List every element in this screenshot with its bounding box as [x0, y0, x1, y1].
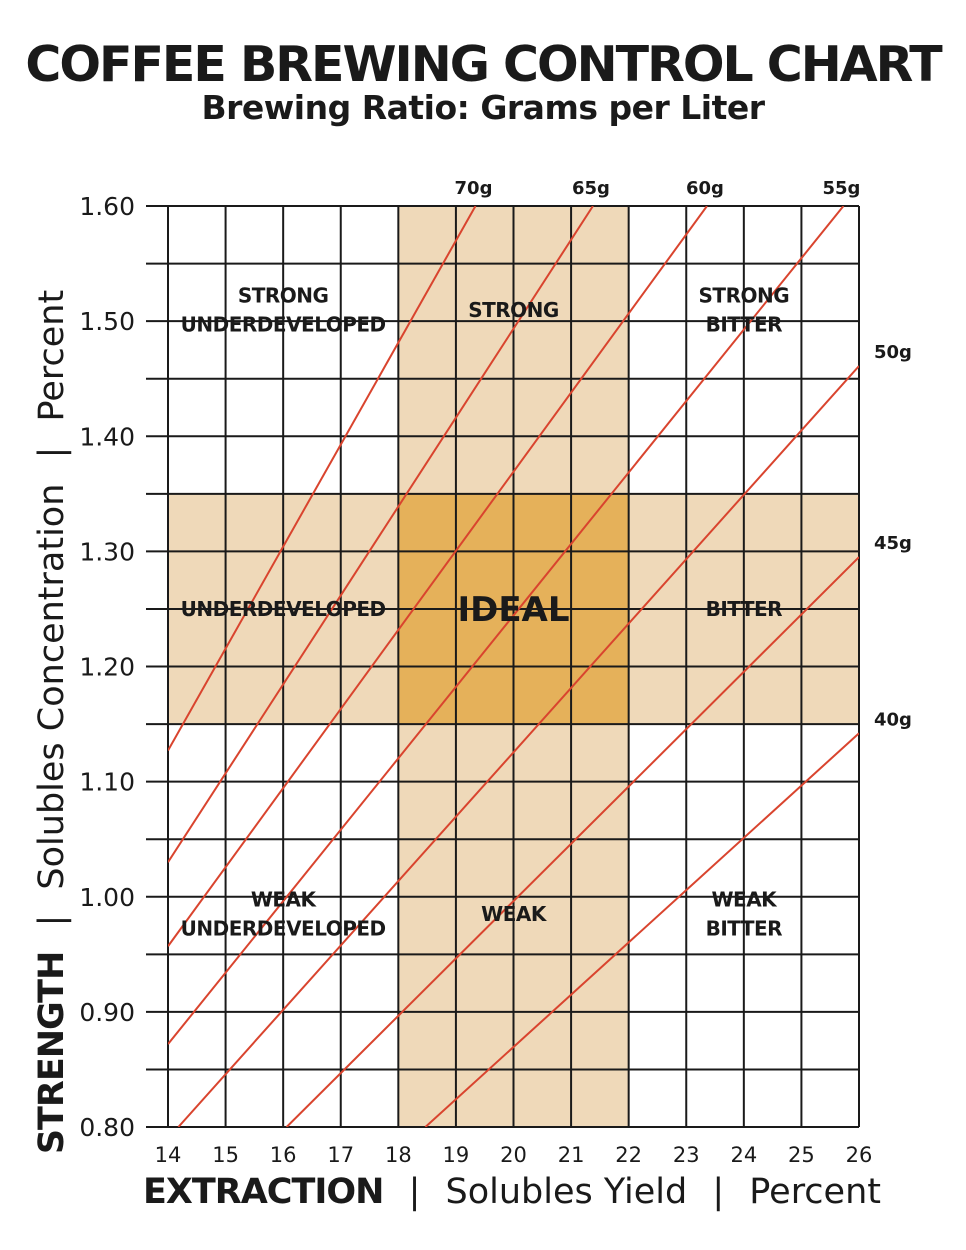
x-tick-label: 21: [558, 1143, 585, 1167]
x-tick-label: 20: [500, 1143, 527, 1167]
x-axis-label-sep-1: |: [409, 1172, 421, 1212]
y-tick-label: 1.00: [79, 883, 135, 912]
grid-layer: [146, 205, 860, 1128]
y-tick-label: 0.90: [79, 998, 135, 1027]
y-tick-label: 1.40: [79, 422, 135, 451]
region-label-strong: STRONG: [468, 298, 559, 322]
x-axis-label-part1: Solubles Yield: [446, 1172, 688, 1212]
ratio-label-50g: 50g: [874, 342, 912, 363]
chart-subtitle: Brewing Ratio: Grams per Liter: [201, 88, 765, 127]
x-tick-label: 24: [730, 1143, 757, 1167]
region-label-ideal: IDEAL: [457, 590, 569, 630]
x-ticks-layer: 14 15 16 17 18 19 20 21 22 23 24 25 26: [155, 1143, 873, 1167]
ratio-line-60g: [168, 206, 708, 947]
x-tick-label: 23: [673, 1143, 700, 1167]
ratio-label-60g: 60g: [686, 178, 724, 199]
ratio-label-70g: 70g: [455, 178, 493, 199]
region-label-strong-underdeveloped: STRONG: [238, 283, 329, 307]
region-label-weak-underdeveloped: UNDERDEVELOPED: [181, 917, 386, 941]
x-axis-label-part2: Percent: [749, 1172, 881, 1212]
y-tick-label: 1.50: [79, 307, 135, 336]
y-tick-label: 1.30: [79, 537, 135, 566]
x-axis-label-sep-2: |: [712, 1172, 724, 1212]
x-tick-label: 22: [615, 1143, 642, 1167]
region-label-weak-bitter: WEAK: [711, 888, 778, 912]
y-axis-label-part2: Percent: [32, 290, 72, 422]
x-axis-label: EXTRACTION | Solubles Yield | Percent: [143, 1172, 881, 1212]
ratio-label-55g: 55g: [822, 178, 860, 199]
x-tick-label: 18: [385, 1143, 412, 1167]
x-tick-label: 14: [155, 1143, 182, 1167]
y-axis-label-part1: Solubles Concentration: [32, 484, 72, 890]
region-label-weak: WEAK: [481, 902, 548, 926]
y-axis-label-bold: STRENGTH: [32, 952, 72, 1155]
y-axis-label-sep-2: |: [32, 447, 72, 459]
region-label-bitter: BITTER: [706, 597, 783, 621]
x-tick-label: 15: [212, 1143, 239, 1167]
y-axis-label: STRENGTH | Solubles Concentration | Perc…: [32, 290, 72, 1154]
ratio-line-70g: [168, 206, 477, 752]
y-tick-label: 1.60: [79, 192, 135, 221]
ratio-label-65g: 65g: [572, 178, 610, 199]
region-label-strong-bitter: STRONG: [699, 283, 790, 307]
region-labels-layer: STRONG UNDERDEVELOPED STRONG STRONG BITTER UN…: [181, 283, 790, 941]
region-label-strong-bitter: BITTER: [706, 312, 783, 336]
y-tick-label: 1.10: [79, 768, 135, 797]
ratio-line-45g: [285, 556, 859, 1127]
chart-title: COFFEE BREWING CONTROL CHART: [25, 36, 942, 93]
x-axis-label-bold: EXTRACTION: [143, 1172, 383, 1212]
ratio-label-45g: 45g: [874, 533, 912, 554]
region-label-underdeveloped: UNDERDEVELOPED: [181, 597, 386, 621]
y-axis-label-sep-1: |: [32, 915, 72, 927]
region-label-strong-underdeveloped: UNDERDEVELOPED: [181, 312, 386, 336]
ratio-labels-layer: 70g 65g 60g 55g 50g 45g 40g: [455, 178, 912, 730]
y-tick-label: 1.20: [79, 653, 135, 682]
x-tick-label: 16: [270, 1143, 297, 1167]
ratio-line-55g: [168, 206, 845, 1045]
ratio-label-40g: 40g: [874, 709, 912, 730]
y-ticks-layer: 0.80 0.90 1.00 1.10 1.20 1.30 1.40 1.50 1.60: [79, 192, 135, 1142]
region-label-weak-underdeveloped: WEAK: [251, 888, 318, 912]
x-tick-label: 25: [788, 1143, 815, 1167]
ratio-line-40g: [424, 732, 859, 1127]
ratio-lines-layer: [168, 206, 859, 1127]
ratio-line-50g: [177, 365, 859, 1127]
region-label-weak-bitter: BITTER: [706, 917, 783, 941]
y-tick-label: 0.80: [79, 1113, 135, 1142]
x-tick-label: 26: [846, 1143, 873, 1167]
x-tick-label: 19: [443, 1143, 470, 1167]
x-tick-label: 17: [327, 1143, 354, 1167]
ratio-line-65g: [168, 206, 594, 863]
